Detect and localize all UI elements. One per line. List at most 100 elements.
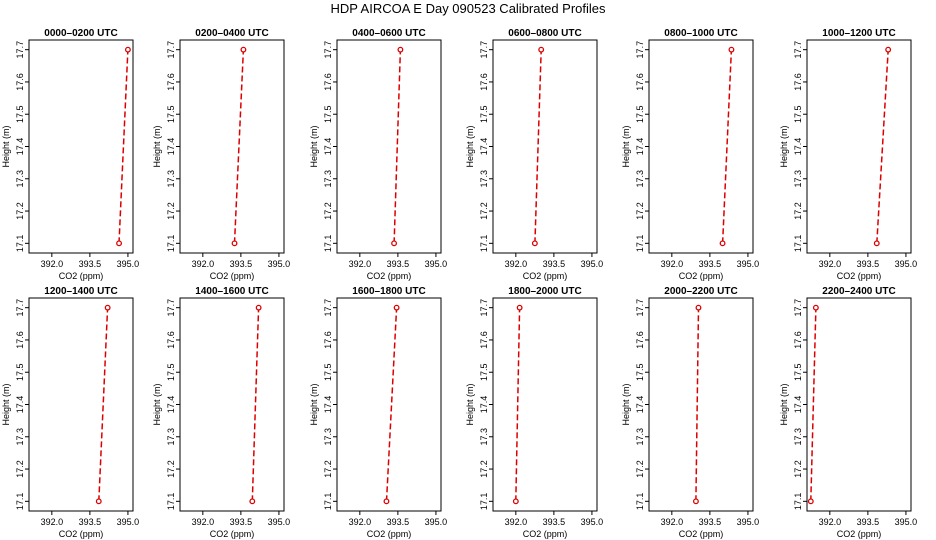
x-axis-label: CO2 (ppm) bbox=[679, 271, 724, 281]
y-tick-label: 17.3 bbox=[166, 428, 176, 446]
data-point bbox=[383, 498, 390, 505]
x-axis-label: CO2 (ppm) bbox=[210, 271, 255, 281]
data-point bbox=[393, 304, 400, 311]
y-tick-label: 17.5 bbox=[479, 105, 489, 123]
y-tick-label: 17.7 bbox=[323, 41, 333, 59]
x-tick-label: 395.0 bbox=[425, 517, 448, 527]
x-axis-label: CO2 (ppm) bbox=[679, 529, 724, 539]
x-tick-label: 393.5 bbox=[699, 517, 722, 527]
data-point bbox=[255, 304, 262, 311]
x-tick-label: 393.5 bbox=[857, 259, 880, 269]
y-tick-label: 17.4 bbox=[15, 396, 25, 414]
y-tick-label: 17.3 bbox=[635, 170, 645, 188]
x-tick-label: 392.0 bbox=[505, 259, 528, 269]
x-tick-label: 393.5 bbox=[230, 517, 253, 527]
data-point bbox=[116, 240, 122, 247]
data-point bbox=[249, 498, 256, 505]
panel-7: 1200–1400 UTC 392.0 393.5 395.0 17.1 17.2 17.3… bbox=[1, 286, 139, 539]
panel-11: 2000–2200 UTC 392.0 393.5 395.0 17.1 17.2 17.3… bbox=[621, 286, 759, 539]
panel-title: 1000–1200 UTC bbox=[822, 28, 895, 39]
y-tick-label: 17.4 bbox=[166, 138, 176, 156]
figure-title: HDP AIRCOA E Day 090523 Calibrated Profi… bbox=[330, 1, 606, 16]
x-axis-label: CO2 (ppm) bbox=[367, 529, 412, 539]
data-point bbox=[231, 240, 238, 247]
panel-12: 2200–2400 UTC 392.0 393.5 395.0 17.1 17.2 17.3… bbox=[779, 286, 917, 539]
x-tick-label: 393.5 bbox=[857, 517, 880, 527]
y-tick-label: 17.6 bbox=[793, 73, 803, 91]
y-tick-label: 17.5 bbox=[323, 105, 333, 123]
plot-frame bbox=[806, 297, 912, 512]
y-tick-label: 17.7 bbox=[15, 41, 25, 59]
x-axis-label: CO2 (ppm) bbox=[210, 529, 255, 539]
data-point bbox=[95, 498, 102, 505]
profile-line bbox=[385, 307, 398, 502]
plot-frame bbox=[806, 39, 912, 254]
y-tick-label: 17.6 bbox=[15, 73, 25, 91]
panel-5: 0800–1000 UTC 392.0 393.5 395.0 17.1 17.2 17.3… bbox=[621, 28, 759, 281]
x-tick-label: 393.5 bbox=[387, 517, 410, 527]
data-point bbox=[397, 46, 404, 53]
y-axis-label: Height (m) bbox=[465, 125, 475, 167]
y-tick-label: 17.7 bbox=[323, 299, 333, 317]
y-tick-label: 17.4 bbox=[793, 138, 803, 156]
panel-2: 0200–0400 UTC 392.0 393.5 395.0 17.1 17.2 17.3… bbox=[152, 28, 290, 281]
panel-title: 0400–0600 UTC bbox=[352, 28, 425, 39]
y-tick-label: 17.2 bbox=[15, 460, 25, 478]
data-point bbox=[512, 498, 519, 505]
y-tick-label: 17.1 bbox=[323, 493, 333, 511]
y-tick-label: 17.1 bbox=[479, 493, 489, 511]
y-tick-label: 17.1 bbox=[479, 235, 489, 253]
profile-line bbox=[118, 49, 129, 244]
profile-line bbox=[721, 49, 733, 244]
y-tick-label: 17.4 bbox=[166, 396, 176, 414]
data-point bbox=[531, 240, 538, 247]
x-tick-label: 392.0 bbox=[41, 259, 64, 269]
x-tick-label: 393.5 bbox=[79, 517, 102, 527]
y-tick-label: 17.3 bbox=[166, 170, 176, 188]
x-tick-label: 392.0 bbox=[41, 517, 64, 527]
x-axis-label: CO2 (ppm) bbox=[59, 271, 104, 281]
y-tick-label: 17.1 bbox=[793, 493, 803, 511]
y-tick-label: 17.4 bbox=[15, 138, 25, 156]
x-tick-label: 392.0 bbox=[819, 259, 842, 269]
x-tick-label: 395.0 bbox=[895, 517, 918, 527]
data-point bbox=[695, 304, 702, 311]
x-tick-label: 395.0 bbox=[737, 259, 760, 269]
data-point bbox=[240, 46, 247, 53]
panel-10: 1800–2000 UTC 392.0 393.5 395.0 17.1 17.2 17.3… bbox=[465, 286, 603, 539]
y-tick-label: 17.3 bbox=[15, 170, 25, 188]
y-tick-label: 17.5 bbox=[635, 363, 645, 381]
panel-title: 1600–1800 UTC bbox=[352, 286, 425, 297]
data-point bbox=[728, 46, 735, 53]
y-axis-label: Height (m) bbox=[309, 383, 319, 425]
y-tick-label: 17.6 bbox=[166, 331, 176, 349]
y-tick-label: 17.7 bbox=[793, 41, 803, 59]
panel-9: 1600–1800 UTC 392.0 393.5 395.0 17.1 17.2 17.3… bbox=[309, 286, 447, 539]
x-tick-label: 392.0 bbox=[819, 517, 842, 527]
y-tick-label: 17.1 bbox=[635, 493, 645, 511]
plot-frame bbox=[492, 297, 598, 512]
y-tick-label: 17.5 bbox=[793, 363, 803, 381]
y-tick-label: 17.3 bbox=[323, 170, 333, 188]
y-tick-label: 17.1 bbox=[166, 235, 176, 253]
y-tick-label: 17.6 bbox=[323, 73, 333, 91]
y-tick-label: 17.4 bbox=[793, 396, 803, 414]
y-axis-label: Height (m) bbox=[1, 125, 11, 167]
plot-frame bbox=[336, 39, 442, 254]
y-tick-label: 17.3 bbox=[323, 428, 333, 446]
y-tick-label: 17.3 bbox=[793, 170, 803, 188]
y-axis-label: Height (m) bbox=[621, 383, 631, 425]
y-axis-label: Height (m) bbox=[779, 125, 789, 167]
y-tick-label: 17.4 bbox=[635, 396, 645, 414]
y-tick-label: 17.2 bbox=[166, 202, 176, 220]
profile-line bbox=[98, 307, 109, 502]
y-tick-label: 17.5 bbox=[323, 363, 333, 381]
y-tick-label: 17.2 bbox=[635, 202, 645, 220]
y-tick-label: 17.7 bbox=[166, 299, 176, 317]
y-tick-label: 17.2 bbox=[793, 460, 803, 478]
profile-line bbox=[251, 307, 260, 502]
panel-title: 0200–0400 UTC bbox=[195, 28, 268, 39]
x-tick-label: 392.0 bbox=[349, 517, 372, 527]
panel-title: 1400–1600 UTC bbox=[195, 286, 268, 297]
data-point bbox=[124, 46, 131, 53]
